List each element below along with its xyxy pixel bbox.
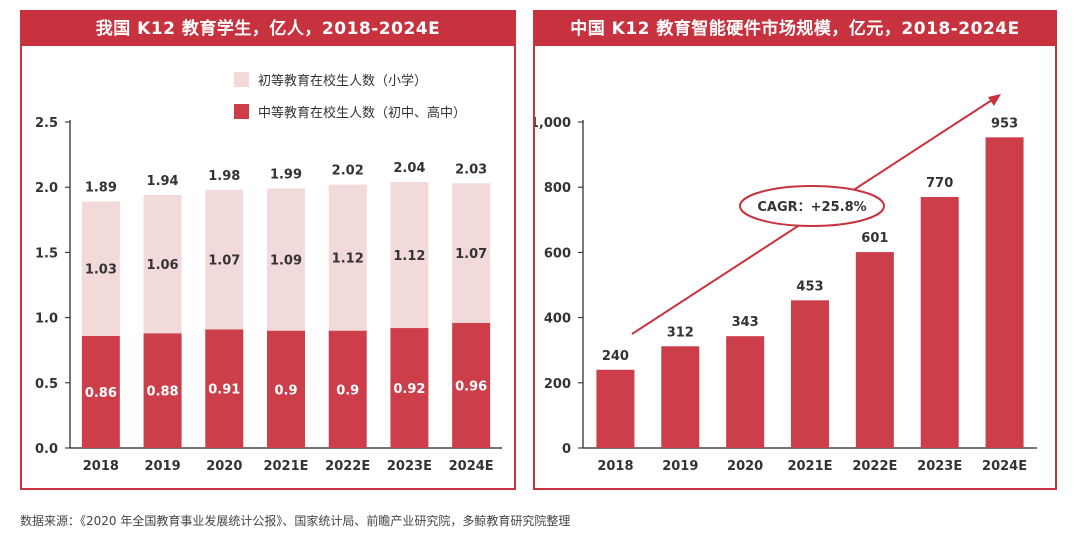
value-label: 953	[991, 116, 1018, 131]
x-tick-label: 2019	[662, 459, 698, 474]
bar-secondary-2020	[205, 329, 244, 448]
value-label-secondary: 0.91	[208, 383, 240, 398]
bar-primary-school-2020	[205, 189, 244, 330]
total-label: 2.02	[332, 164, 364, 179]
bar-secondary-2018	[81, 335, 120, 448]
total-label: 1.98	[208, 169, 240, 184]
cagr-label: CAGR：+25.8%	[757, 200, 866, 215]
y-tick-label: 200	[544, 377, 571, 392]
source-note: 数据来源：《2020 年全国教育事业发展统计公报》、国家统计局、前瞻产业研究院，…	[20, 514, 571, 528]
value-label-primary-school: 1.12	[393, 249, 425, 264]
bar-primary-school-2023E	[390, 181, 429, 329]
value-label: 312	[667, 325, 694, 340]
total-label: 1.89	[85, 181, 117, 196]
x-tick-label: 2021E	[263, 459, 308, 474]
y-tick-label: 0.0	[35, 442, 58, 457]
bar-primary-school-2022E	[328, 184, 367, 331]
bar-primary-school-2021E	[267, 188, 305, 331]
value-label-primary-school: 1.07	[208, 254, 240, 269]
student-chart-title: 我国 K12 教育学生，亿人，2018-2024E	[22, 12, 514, 46]
value-label-primary-school: 1.03	[85, 263, 117, 278]
student-chart: 0.0 0.5 1.0 1.5 2.0 2.5 0.86 1.03 1.89 2018 0.88 1.…	[35, 72, 502, 474]
y-tick-label: 1,000	[535, 116, 571, 131]
bar-secondary-2023E	[390, 328, 429, 448]
x-tick-label: 2020	[727, 459, 763, 474]
x-tick-label: 2024E	[982, 459, 1027, 474]
value-label-primary-school: 1.06	[147, 258, 179, 273]
legend-swatch-secondary	[234, 104, 249, 119]
bar-market-size-2022E	[855, 252, 894, 448]
x-tick-label: 2018	[597, 459, 633, 474]
total-label: 1.94	[147, 174, 179, 189]
x-tick-label: 2021E	[787, 459, 832, 474]
x-tick-label: 2019	[144, 459, 180, 474]
x-tick-label: 2023E	[917, 459, 962, 474]
total-label: 2.04	[393, 161, 425, 176]
value-label-secondary: 0.96	[455, 379, 487, 394]
value-label-primary-school: 1.07	[455, 247, 487, 262]
bar-market-size-2024E	[985, 137, 1024, 448]
bar-market-size-2020	[726, 336, 765, 448]
total-label: 1.99	[270, 168, 302, 183]
y-tick-label: 2.0	[35, 181, 58, 196]
value-label: 453	[796, 279, 823, 294]
total-label: 2.03	[455, 162, 487, 177]
bar-market-size-2018	[596, 369, 635, 448]
bar-secondary-2019	[143, 333, 182, 448]
value-label-primary-school: 1.12	[332, 252, 364, 267]
cagr-callout-ellipse	[739, 185, 885, 227]
bar-market-size-2023E	[920, 196, 959, 448]
x-tick-label: 2023E	[387, 459, 432, 474]
y-tick-label: 800	[544, 181, 571, 196]
y-tick-label: 0.5	[35, 377, 58, 392]
x-tick-label: 2018	[83, 459, 119, 474]
y-tick-label: 400	[544, 312, 571, 327]
value-label-secondary: 0.9	[336, 383, 359, 398]
bar-primary-school-2024E	[452, 183, 491, 323]
hardware-chart: 0 200 400 600 800 1,000 240 2018 312 2019 343 2020 4…	[535, 94, 1037, 474]
value-label: 601	[861, 231, 888, 246]
bar-secondary-2024E	[452, 322, 491, 448]
value-label-secondary: 0.9	[274, 383, 297, 398]
y-tick-label: 1.0	[35, 312, 58, 327]
y-tick-label: 0	[562, 442, 571, 457]
value-label-primary-school: 1.09	[270, 254, 302, 269]
bar-market-size-2021E	[791, 300, 829, 448]
trend-arrow-head	[988, 94, 1001, 106]
x-tick-label: 2020	[206, 459, 242, 474]
x-tick-label: 2022E	[852, 459, 897, 474]
y-tick-label: 600	[544, 246, 571, 261]
bar-secondary-2022E	[328, 330, 367, 448]
value-label-secondary: 0.88	[147, 385, 179, 400]
hardware-chart-title: 中国 K12 教育智能硬件市场规模，亿元，2018-2024E	[535, 12, 1055, 46]
value-label: 343	[732, 315, 759, 330]
value-label: 240	[602, 349, 629, 364]
x-tick-label: 2024E	[449, 459, 494, 474]
bar-primary-school-2018	[81, 201, 120, 336]
bar-primary-school-2019	[143, 195, 182, 334]
value-label-secondary: 0.92	[393, 382, 425, 397]
value-label: 770	[926, 176, 953, 191]
y-tick-label: 2.5	[35, 116, 58, 131]
student-chart-panel: 我国 K12 教育学生，亿人，2018-2024E 0.0 0.5 1.0 1.5 2.…	[20, 10, 516, 490]
bar-market-size-2019	[661, 346, 700, 448]
legend-label-primary-school: 初等教育在校生人数（小学）	[258, 73, 427, 89]
value-label-secondary: 0.86	[85, 386, 117, 401]
bar-secondary-2021E	[267, 330, 305, 448]
legend-label-secondary: 中等教育在校生人数（初中、高中）	[258, 105, 466, 121]
x-tick-label: 2022E	[325, 459, 370, 474]
legend-swatch-primary-school	[234, 72, 249, 87]
hardware-chart-panel: 中国 K12 教育智能硬件市场规模，亿元，2018-2024E 0 200 400 6…	[533, 10, 1057, 490]
y-tick-label: 1.5	[35, 246, 58, 261]
